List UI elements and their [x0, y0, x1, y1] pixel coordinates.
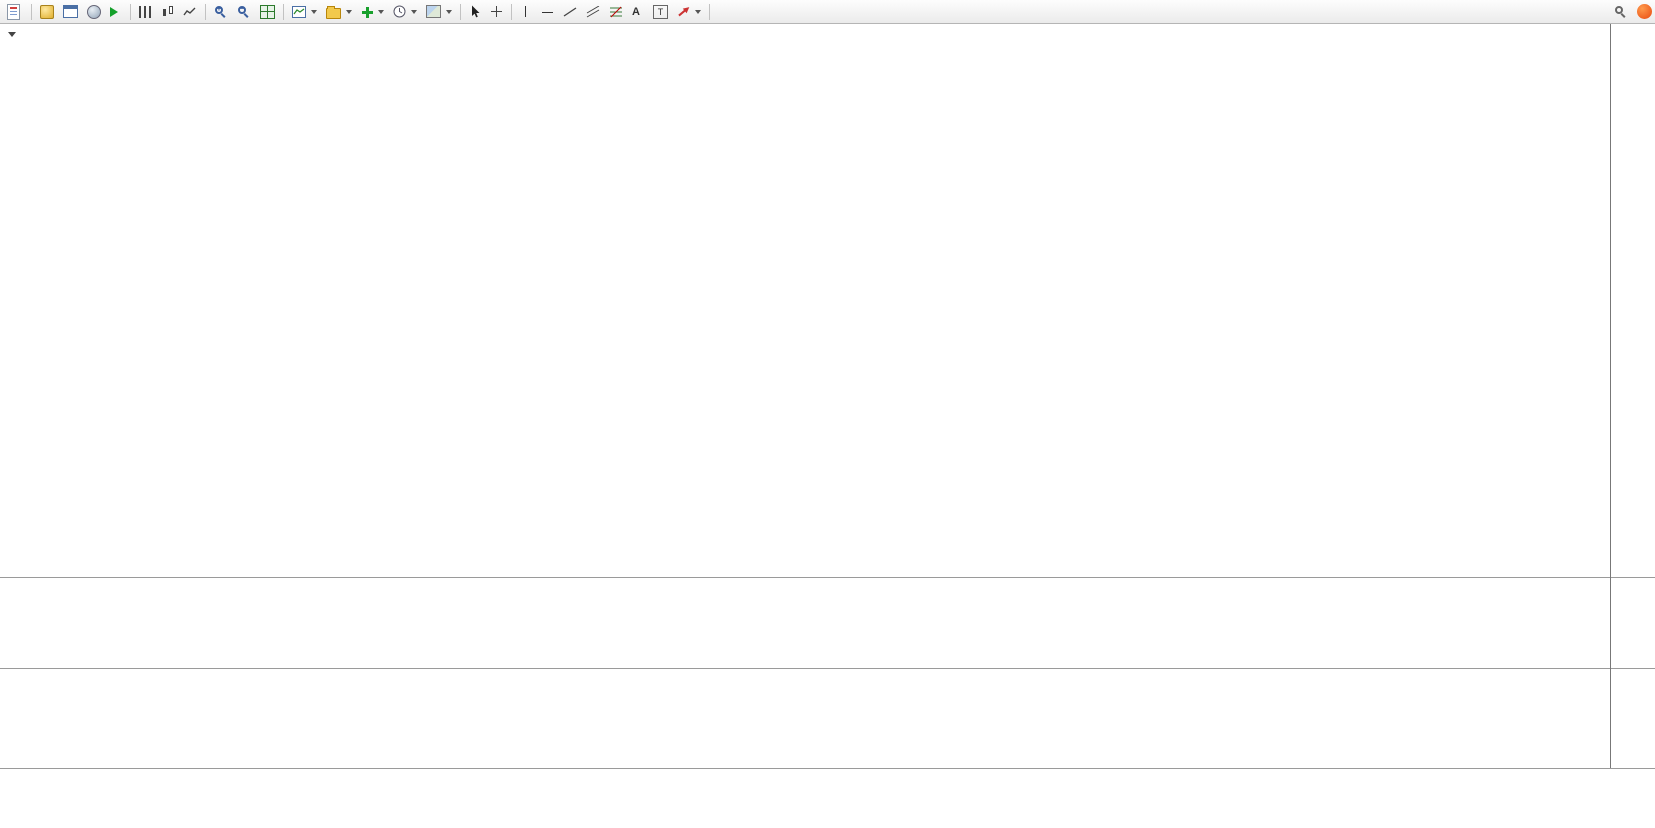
zoom-out-icon: − [237, 4, 251, 19]
new-chart-icon [292, 5, 306, 18]
horizontal-line-icon [541, 7, 554, 17]
toolbar: + − [0, 0, 1655, 24]
fibonacci-icon [610, 6, 622, 17]
bar-chart-button[interactable] [135, 2, 156, 22]
periods-button[interactable] [389, 2, 421, 22]
channel-icon [586, 5, 600, 17]
tile-windows-button[interactable] [256, 2, 279, 22]
navigator-button[interactable] [83, 2, 105, 22]
crosshair-icon [491, 6, 502, 17]
time-axis[interactable] [0, 770, 1655, 786]
toolbar-separator [283, 3, 284, 20]
bar-chart-icon [139, 5, 152, 18]
trendline-icon [563, 6, 577, 17]
profiles-button[interactable] [322, 2, 356, 22]
trendline-tool-button[interactable] [559, 2, 581, 22]
symbol-ohlc-readout [8, 30, 21, 37]
pane-separator [0, 768, 1655, 769]
new-chart-button[interactable] [288, 2, 321, 22]
data-window-icon [63, 5, 78, 18]
market-watch-icon [40, 4, 54, 19]
candlestick-chart-button[interactable] [157, 2, 178, 22]
pane-separator[interactable] [0, 577, 1655, 578]
add-indicator-icon [361, 6, 373, 18]
new-order-button[interactable] [3, 2, 27, 22]
new-order-icon [7, 3, 20, 20]
line-chart-button[interactable] [179, 2, 201, 22]
zoom-out-button[interactable]: − [233, 2, 255, 22]
price-chart[interactable] [0, 24, 1655, 577]
indicators-button[interactable] [357, 2, 388, 22]
clock-icon [393, 5, 406, 18]
vertical-line-tool-button[interactable] [516, 2, 536, 22]
candlestick-icon [161, 5, 174, 18]
macd-pane[interactable] [0, 578, 1655, 668]
toolbar-separator [460, 3, 461, 20]
text-a-icon [632, 6, 640, 18]
rsi-pane[interactable] [0, 669, 1655, 768]
template-icon [426, 5, 441, 18]
channel-tool-button[interactable] [582, 2, 604, 22]
data-window-button[interactable] [59, 2, 82, 22]
navigator-icon [87, 4, 101, 19]
zoom-in-button[interactable]: + [210, 2, 232, 22]
vertical-line-icon [520, 5, 530, 18]
tile-windows-icon [260, 4, 275, 19]
toolbar-separator [511, 3, 512, 20]
crosshair-tool-button[interactable] [486, 2, 507, 22]
text-label-icon [653, 4, 668, 19]
price-axis-border [1610, 24, 1611, 768]
profiles-folder-icon [326, 5, 341, 19]
arrows-icon [677, 6, 690, 18]
cursor-tool-button[interactable] [465, 2, 485, 22]
toolbar-separator [130, 3, 131, 20]
horizontal-line-tool-button[interactable] [537, 2, 558, 22]
line-chart-icon [183, 7, 196, 15]
one-click-trading-toggle-icon[interactable] [8, 32, 16, 37]
toolbar-separator [31, 3, 32, 20]
text-label-tool-button[interactable] [649, 2, 672, 22]
search-button[interactable] [1610, 2, 1632, 22]
notification-badge[interactable] [1637, 4, 1652, 19]
toolbar-separator [205, 3, 206, 20]
auto-trading-icon [110, 6, 118, 17]
toolbar-separator [709, 3, 710, 20]
cursor-icon [472, 5, 480, 17]
zoom-in-icon: + [214, 4, 228, 19]
arrows-tool-button[interactable] [673, 2, 705, 22]
fibonacci-tool-button[interactable] [605, 2, 627, 22]
templates-button[interactable] [422, 2, 456, 22]
text-tool-button[interactable] [628, 2, 648, 22]
market-watch-button[interactable] [36, 2, 58, 22]
auto-trading-button[interactable] [106, 2, 126, 22]
search-icon [1614, 5, 1628, 19]
pane-separator[interactable] [0, 668, 1655, 669]
